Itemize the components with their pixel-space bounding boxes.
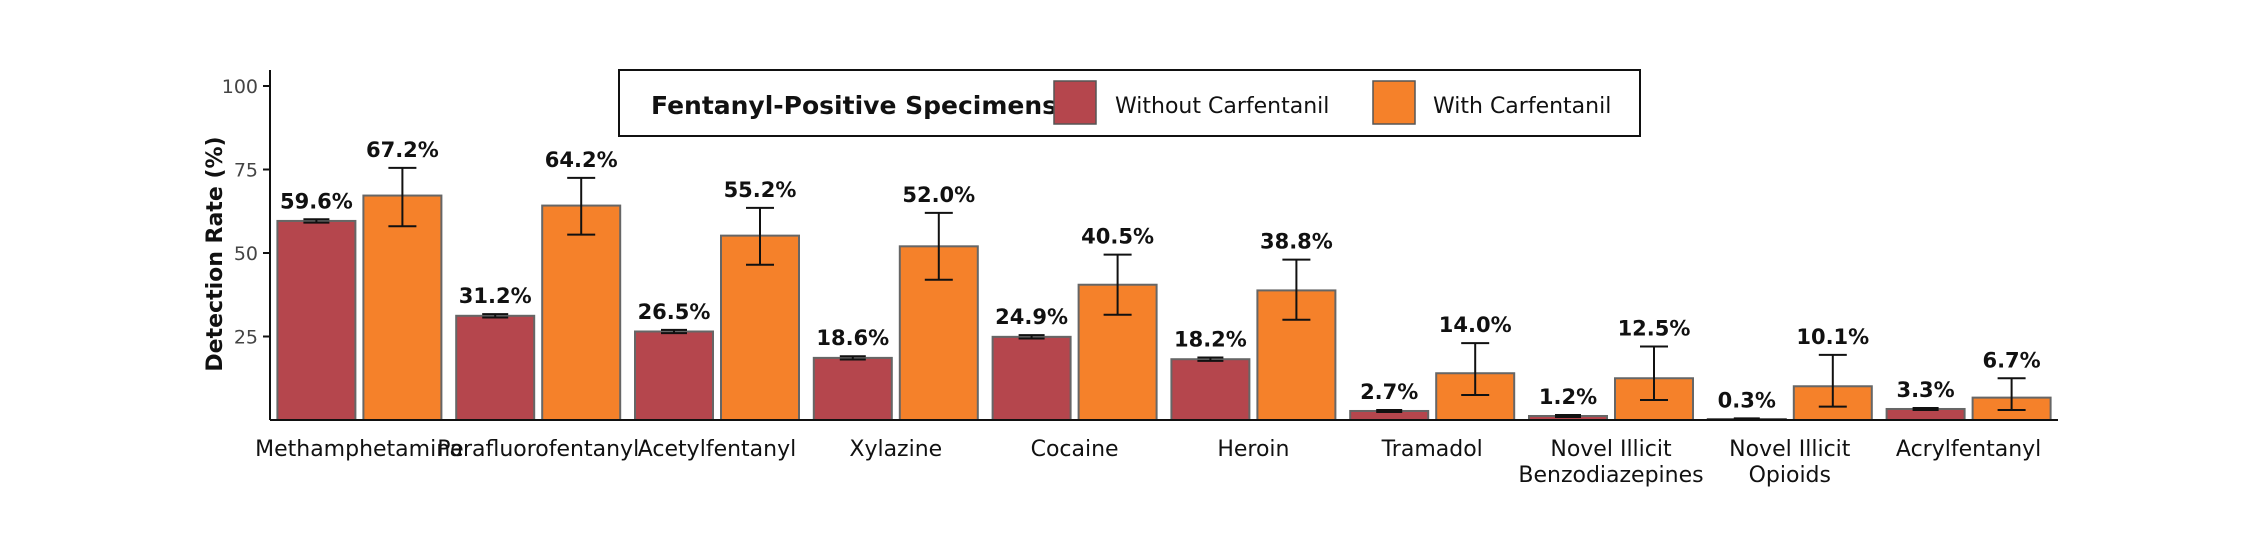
x-tick-label-methamphetamine: Methamphetamine <box>255 437 464 462</box>
x-tick-label-line: Methamphetamine <box>255 437 464 462</box>
x-tick-label-line: Novel Illicit <box>1550 437 1672 462</box>
x-tick-label-cocaine: Cocaine <box>1031 437 1119 462</box>
y-tick-label-100: 100 <box>222 76 258 98</box>
bar-without-carfentanil-cocaine <box>991 335 1072 422</box>
x-tick-label-line: Parafluorofentanyl <box>437 437 639 462</box>
error-bar-with-carfentanil-parafluorofentanyl <box>567 176 596 236</box>
data-label-with-carfentanil-methamphetamine: 67.2% <box>366 138 439 162</box>
legend-swatch-with-carfentanil <box>1372 80 1416 125</box>
data-label-with-carfentanil-cocaine: 40.5% <box>1081 225 1154 249</box>
data-label-without-carfentanil-novel-illicit-opioids: 0.3% <box>1718 388 1776 412</box>
y-tick-label-75: 75 <box>234 160 258 182</box>
error-bar-without-carfentanil-cocaine <box>1018 334 1045 340</box>
bar-without-carfentanil-acetylfentanyl <box>634 330 714 421</box>
bar-without-carfentanil-xylazine <box>812 356 893 422</box>
data-label-with-carfentanil-acrylfentanyl: 6.7% <box>1982 348 2040 372</box>
x-tick-label-xylazine: Xylazine <box>849 437 942 462</box>
data-label-without-carfentanil-acetylfentanyl: 26.5% <box>638 300 711 324</box>
x-tick-label-acetylfentanyl: Acetylfentanyl <box>638 437 796 462</box>
error-bar-with-carfentanil-xylazine <box>924 211 953 281</box>
error-bar-without-carfentanil-parafluorofentanyl <box>482 313 509 319</box>
data-label-with-carfentanil-novel-illicit-opioids: 10.1% <box>1796 325 1869 349</box>
data-label-with-carfentanil-xylazine: 52.0% <box>902 183 975 207</box>
bars <box>276 194 2052 422</box>
x-tick-label-line: Xylazine <box>849 437 942 462</box>
x-tick-label-novel-illicit-opioids: Novel Illicit Opioids <box>1729 437 1851 488</box>
x-tick-label-novel-illicit-benzodiazepines: Novel Illicit Benzodiazepines <box>1518 437 1703 488</box>
legend-title: Fentanyl-Positive Specimens: <box>651 91 1067 120</box>
error-bar-with-carfentanil-acetylfentanyl <box>746 206 774 266</box>
data-label-without-carfentanil-parafluorofentanyl: 31.2% <box>459 284 532 308</box>
x-tick-label-line: Acrylfentanyl <box>1896 437 2041 462</box>
bar-without-carfentanil-parafluorofentanyl <box>455 314 536 421</box>
data-label-with-carfentanil-novel-illicit-benzodiazepines: 12.5% <box>1618 317 1691 341</box>
legend-label-without-carfentanil: Without Carfentanil <box>1115 94 1329 119</box>
data-label-without-carfentanil-novel-illicit-benzodiazepines: 1.2% <box>1539 385 1597 409</box>
legend-box <box>618 69 1641 137</box>
y-tick-label-50: 50 <box>234 243 258 265</box>
y-axis: 25 50 75 100 <box>222 70 271 420</box>
data-labels: 59.6% 67.2% 31.2% 64.2% 26.5% 55.2% 18.6% 52.0%… <box>280 138 2041 412</box>
bar-with-carfentanil-parafluorofentanyl <box>541 204 622 421</box>
error-bar-without-carfentanil-heroin <box>1197 356 1224 362</box>
error-bar-without-carfentanil-tramadol <box>1376 408 1403 413</box>
x-tick-label-heroin: Heroin <box>1217 437 1289 462</box>
error-bar-with-carfentanil-cocaine <box>1103 253 1132 316</box>
error-bar-without-carfentanil-acetylfentanyl <box>661 328 687 335</box>
x-tick-label-line: Tramadol <box>1381 437 1483 462</box>
data-label-with-carfentanil-parafluorofentanyl: 64.2% <box>545 148 618 172</box>
error-bar-without-carfentanil-novel-illicit-benzodiazepines <box>1555 413 1581 418</box>
x-tick-label-tramadol: Tramadol <box>1381 437 1483 462</box>
y-tick-label-25: 25 <box>234 327 258 349</box>
data-label-with-carfentanil-tramadol: 14.0% <box>1439 313 1512 337</box>
x-tick-label-line: Opioids <box>1749 463 1831 488</box>
x-tick-label-parafluorofentanyl: Parafluorofentanyl <box>437 437 639 462</box>
x-tick-label-line: Acetylfentanyl <box>638 437 796 462</box>
data-label-without-carfentanil-tramadol: 2.7% <box>1360 380 1418 404</box>
bar-without-carfentanil-methamphetamine <box>276 219 357 421</box>
bar-with-carfentanil-methamphetamine <box>362 194 443 421</box>
error-bar-with-carfentanil-tramadol <box>1461 342 1490 396</box>
data-label-without-carfentanil-acrylfentanyl: 3.3% <box>1896 378 1954 402</box>
data-label-with-carfentanil-heroin: 38.8% <box>1260 230 1333 254</box>
error-bar-without-carfentanil-acrylfentanyl <box>1912 406 1939 411</box>
bar-without-carfentanil-heroin <box>1170 358 1251 422</box>
x-tick-label-line: Benzodiazepines <box>1518 463 1703 488</box>
error-bar-without-carfentanil-methamphetamine <box>303 218 330 224</box>
error-bar-without-carfentanil-xylazine <box>839 355 866 361</box>
error-bar-with-carfentanil-acrylfentanyl <box>1997 377 2026 411</box>
x-tick-label-line: Heroin <box>1217 437 1289 462</box>
data-label-without-carfentanil-xylazine: 18.6% <box>816 326 889 350</box>
bar-with-carfentanil-acetylfentanyl <box>720 234 800 421</box>
legend-label-with-carfentanil: With Carfentanil <box>1433 94 1611 119</box>
error-bar-with-carfentanil-novel-illicit-benzodiazepines <box>1640 345 1668 401</box>
legend-swatch-without-carfentanil <box>1053 80 1097 125</box>
error-bar-with-carfentanil-novel-illicit-opioids <box>1818 353 1847 408</box>
error-bar-with-carfentanil-methamphetamine <box>388 166 417 228</box>
data-label-without-carfentanil-heroin: 18.2% <box>1174 328 1247 352</box>
error-bars <box>303 166 2026 421</box>
data-label-without-carfentanil-methamphetamine: 59.6% <box>280 189 353 213</box>
data-label-with-carfentanil-acetylfentanyl: 55.2% <box>724 178 797 202</box>
error-bar-with-carfentanil-heroin <box>1282 258 1311 321</box>
x-tick-label-acrylfentanyl: Acrylfentanyl <box>1896 437 2041 462</box>
x-tick-label-line: Cocaine <box>1031 437 1119 462</box>
legend: Fentanyl-Positive Specimens: Without Car… <box>618 69 1641 137</box>
x-tick-label-line: Novel Illicit <box>1729 437 1851 462</box>
x-axis: MethamphetamineParafluorofentanylAcetylf… <box>255 419 2058 488</box>
y-axis-label: Detection Rate (%) <box>203 136 228 371</box>
data-label-without-carfentanil-cocaine: 24.9% <box>995 305 1068 329</box>
